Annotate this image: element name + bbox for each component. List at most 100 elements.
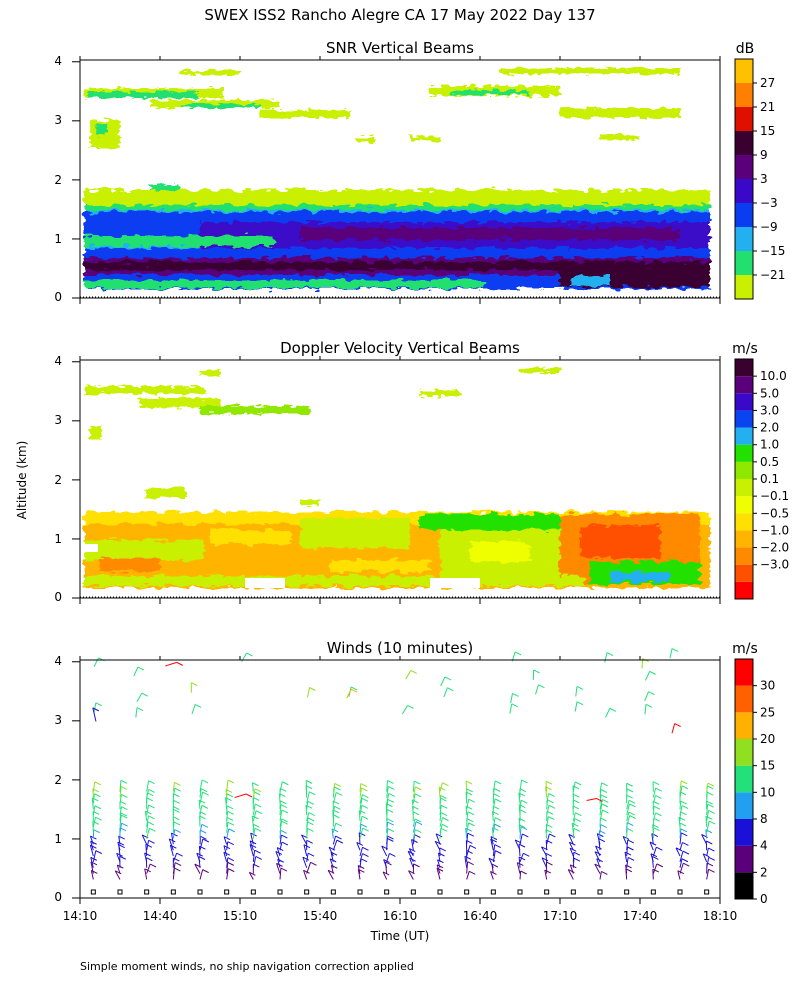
wind-barb — [144, 868, 148, 880]
wind-barb-flag — [680, 828, 688, 833]
snr-y-axis: 0 1 2 3 4 — [54, 54, 62, 304]
wind-barb — [196, 853, 201, 863]
wind-barb — [491, 827, 494, 839]
colorbar-label: −21 — [760, 268, 785, 282]
wind-barb — [412, 793, 416, 804]
wind-barb-flag — [148, 780, 155, 785]
wind-barb-flag — [708, 856, 715, 861]
wind-barb-flag — [467, 861, 474, 866]
wind-barb-flag — [362, 827, 369, 832]
wind-barb-flag — [435, 833, 443, 838]
wind-barb-flag — [331, 828, 339, 833]
wind-barb — [359, 827, 364, 839]
wind-barb-flag — [90, 840, 97, 845]
colorbar-swatch — [735, 496, 753, 514]
wind-barb-flag — [121, 793, 128, 798]
wind-barb — [306, 791, 310, 804]
wind-barb — [357, 865, 361, 874]
wind-barb — [279, 804, 282, 816]
wind-barb — [569, 864, 574, 874]
wind-barb — [199, 805, 203, 816]
wind-barb — [701, 834, 708, 845]
winds-y-axis: 0 1 2 3 4 — [54, 654, 62, 904]
wind-barb-flag — [359, 832, 366, 837]
wind-barb-flag — [307, 817, 315, 822]
colorbar-swatch — [735, 685, 753, 713]
wind-barb-flag — [679, 822, 687, 827]
wind-barb — [706, 810, 710, 822]
wind-barb — [411, 799, 414, 810]
wind-barb-flag — [548, 793, 555, 797]
wind-barb-flag — [573, 793, 580, 798]
colorbar-label: −1.0 — [760, 523, 789, 537]
wind-barb — [438, 787, 441, 798]
wind-barb-flag — [602, 798, 609, 803]
winds-ytick-2: 2 — [54, 773, 62, 787]
wind-barb-flag — [653, 827, 660, 831]
wind-barb-flag — [93, 829, 100, 834]
colorbar-swatch — [735, 564, 753, 582]
wind-barb-flag — [467, 811, 475, 816]
wind-barb-flag — [627, 857, 635, 861]
wind-barb-flag — [437, 859, 444, 864]
wind-barb — [509, 703, 513, 714]
wind-barb-flag — [521, 779, 528, 784]
wind-barb — [677, 870, 681, 880]
wind-barb-flag — [573, 857, 581, 862]
colorbar-swatch — [735, 83, 753, 107]
wind-barb — [436, 867, 441, 880]
wind-barb — [90, 841, 94, 851]
colorbar-swatch — [735, 819, 753, 846]
wind-barb-flag — [307, 800, 315, 805]
wind-barb-flag — [546, 861, 553, 866]
wind-barb — [144, 810, 148, 822]
wind-barb-flag — [387, 835, 394, 840]
wind-barb-flag — [387, 780, 394, 784]
wind-barb-flag — [119, 800, 127, 805]
wind-barb-flag — [307, 827, 314, 832]
wind-barb-flag — [466, 849, 473, 854]
wind-barb-flag — [309, 687, 316, 691]
wind-barb-flag — [594, 851, 602, 856]
doppler-panel: Doppler Velocity Vertical Beams — [54, 339, 789, 604]
wind-barb — [223, 845, 228, 857]
wind-barb — [679, 832, 682, 845]
wind-barb-flag — [626, 788, 634, 793]
colorbar-frame — [734, 658, 754, 900]
wind-barb — [382, 871, 388, 880]
wind-barb — [252, 850, 256, 862]
colorbar-swatch — [735, 131, 753, 155]
wind-barb-flag — [253, 823, 260, 828]
wind-barb-flag — [191, 682, 198, 687]
colorbar-swatch — [735, 461, 753, 479]
surface-marker — [304, 889, 310, 895]
snr-ytick-2: 2 — [54, 173, 62, 187]
wind-barb — [464, 856, 468, 868]
wind-barb — [306, 862, 312, 874]
wind-barb — [568, 841, 574, 851]
wind-barb-flag — [145, 810, 152, 815]
wind-barb — [92, 817, 97, 827]
wind-barb-flag — [572, 822, 579, 827]
wind-barb — [146, 789, 150, 798]
wind-barb — [306, 817, 309, 827]
wind-barb-flag — [254, 849, 261, 854]
wind-barb-flag — [520, 870, 527, 875]
wind-barb-flag — [549, 833, 556, 838]
wind-barb-flag — [466, 788, 474, 793]
wind-barb-flag — [519, 788, 527, 793]
wind-barb — [705, 816, 708, 827]
wind-barb-flag — [386, 818, 394, 823]
wind-barb — [276, 847, 281, 857]
wind-barb-flag — [520, 799, 528, 804]
doppler-colorbar: 10.0 5.0 3.0 2.0 1.0 0.5 0.1 −0.1 −0.5 −1.0 −2.0 −3… — [734, 358, 789, 600]
wind-barb — [546, 816, 549, 827]
wind-barb — [439, 805, 442, 816]
winds-title: Winds (10 minutes) — [327, 639, 474, 657]
wind-barb — [386, 786, 389, 798]
wind-barb — [706, 869, 710, 880]
wind-barb-flag — [252, 815, 259, 820]
wind-barb — [359, 783, 362, 792]
x-tick-label: 18:10 — [703, 909, 738, 923]
wind-barb — [92, 793, 95, 804]
